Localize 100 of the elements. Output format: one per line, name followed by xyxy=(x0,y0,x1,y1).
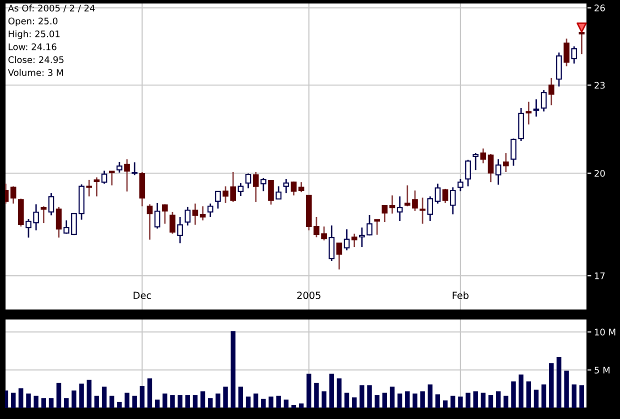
bar xyxy=(178,395,182,408)
candlestick xyxy=(56,206,62,238)
annotation: Close: 24.95 xyxy=(8,56,64,64)
bar xyxy=(170,395,175,408)
bar xyxy=(5,390,8,408)
bar xyxy=(390,386,395,408)
bar xyxy=(420,391,425,408)
candlestick xyxy=(427,196,434,222)
bar xyxy=(124,392,130,408)
candlestick xyxy=(132,162,138,176)
bar xyxy=(162,394,168,408)
bar xyxy=(216,394,220,408)
bar xyxy=(48,398,54,408)
bar xyxy=(480,392,486,408)
candlestick xyxy=(298,181,304,193)
candlestick xyxy=(154,202,160,230)
candlestick xyxy=(10,186,16,204)
bar xyxy=(322,391,326,408)
candlestick xyxy=(533,98,540,118)
bar xyxy=(64,398,69,408)
bar xyxy=(397,394,402,408)
candlestick xyxy=(564,38,570,67)
bar xyxy=(94,396,100,408)
bar xyxy=(360,385,364,408)
candlestick xyxy=(124,158,130,192)
candlestick xyxy=(290,180,297,196)
bar xyxy=(504,396,508,408)
bar xyxy=(572,384,576,408)
bar xyxy=(306,374,312,408)
candlestick xyxy=(245,172,252,189)
annotation: Low: 24.16 xyxy=(8,43,56,50)
candlestick xyxy=(215,190,221,210)
bar xyxy=(110,396,114,408)
candlestick xyxy=(465,159,471,187)
annotation: High: 25.01 xyxy=(8,30,60,40)
x-tick-label: Dec xyxy=(134,292,151,300)
bar xyxy=(291,404,296,408)
candlestick xyxy=(548,77,554,106)
candlestick xyxy=(276,186,282,200)
candlestick xyxy=(472,152,479,171)
candlestick xyxy=(571,46,578,64)
bar xyxy=(253,394,258,408)
bar xyxy=(261,398,266,408)
annotation: Open: 25.0 xyxy=(8,18,58,26)
candlestick xyxy=(252,171,259,203)
bar xyxy=(526,381,531,408)
bar xyxy=(185,395,190,408)
bar xyxy=(132,396,137,408)
candlestick xyxy=(578,32,585,55)
bar xyxy=(268,396,274,408)
bar xyxy=(374,395,380,408)
bar xyxy=(450,396,456,408)
candlestick xyxy=(108,170,115,186)
bar xyxy=(518,374,524,408)
candlestick xyxy=(450,186,456,215)
bar xyxy=(336,378,342,408)
bar xyxy=(26,394,31,408)
candlestick xyxy=(434,183,441,204)
candlestick xyxy=(495,158,502,186)
bar xyxy=(382,392,388,408)
y-tick-label: 23 xyxy=(594,82,605,89)
candlestick xyxy=(480,148,486,164)
bar xyxy=(442,400,448,408)
bar xyxy=(117,402,122,408)
candlestick xyxy=(260,177,266,192)
candlestick xyxy=(328,224,335,262)
candlestick xyxy=(40,206,47,224)
candlestick xyxy=(351,233,358,248)
candlestick xyxy=(268,180,274,206)
bar xyxy=(18,388,24,408)
bar xyxy=(72,390,76,408)
bar xyxy=(192,395,198,408)
candlestick xyxy=(374,218,380,236)
bar xyxy=(329,374,334,408)
bar xyxy=(34,396,38,408)
bar xyxy=(246,396,251,408)
bar xyxy=(511,381,516,408)
bar xyxy=(276,396,281,408)
candlestick xyxy=(336,242,342,270)
bar xyxy=(435,394,440,408)
bar xyxy=(579,385,584,408)
y-tick-label: 20 xyxy=(594,170,605,177)
bar xyxy=(352,397,357,408)
x-tick-label: 2005 xyxy=(297,292,320,300)
candlestick xyxy=(238,182,244,197)
candlestick xyxy=(556,52,562,88)
bar xyxy=(86,380,92,408)
bar xyxy=(79,384,84,408)
candlestick xyxy=(396,196,403,222)
bar xyxy=(564,370,569,408)
candlestick xyxy=(510,138,516,166)
y-tick-label: 17 xyxy=(594,272,605,280)
annotation: As Of: 2005 / 2 / 24 xyxy=(8,4,95,12)
bar xyxy=(488,395,494,408)
bar xyxy=(140,386,145,408)
bar xyxy=(102,386,107,408)
bar xyxy=(230,331,236,408)
candlestick xyxy=(382,204,388,223)
candlestick xyxy=(162,204,168,224)
bar xyxy=(147,378,152,408)
